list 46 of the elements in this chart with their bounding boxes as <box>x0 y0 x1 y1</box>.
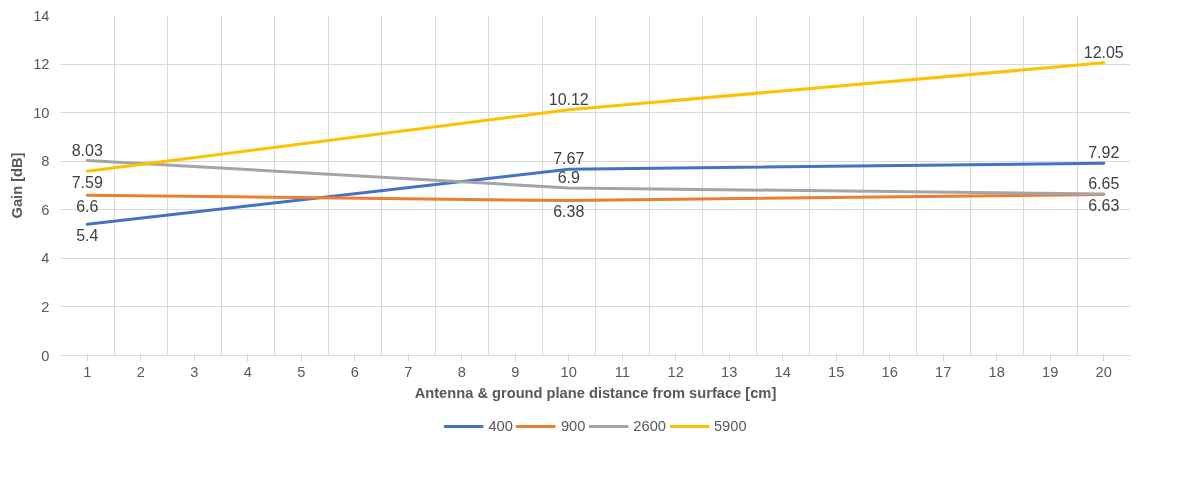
x-tick-label: 4 <box>243 363 252 380</box>
x-tick-label: 1 <box>83 363 92 380</box>
data-label: 6.63 <box>1088 197 1120 215</box>
data-label: 10.12 <box>548 90 589 108</box>
x-tick-label: 3 <box>190 363 199 380</box>
y-tick-label: 14 <box>33 7 50 24</box>
x-tick-label: 7 <box>404 363 413 380</box>
legend-label: 2600 <box>633 417 666 434</box>
y-tick-label: 12 <box>33 56 50 73</box>
data-label: 8.03 <box>71 141 103 159</box>
legend-label: 400 <box>488 417 513 434</box>
data-label: 6.65 <box>1088 175 1120 193</box>
legend-label: 5900 <box>713 417 747 434</box>
data-label: 7.59 <box>71 174 103 192</box>
legend-label: 900 <box>560 417 586 434</box>
data-label: 6.6 <box>76 198 99 216</box>
x-tick-label: 20 <box>1095 363 1112 380</box>
data-label: 5.4 <box>76 227 99 245</box>
y-tick-label: 6 <box>41 201 50 218</box>
x-tick-label: 18 <box>988 363 1005 380</box>
y-tick-label: 10 <box>33 104 50 121</box>
x-tick-label: 9 <box>511 363 520 380</box>
x-tick-label: 14 <box>774 363 791 380</box>
x-tick-label: 6 <box>350 363 359 380</box>
y-tick-label: 2 <box>41 298 50 315</box>
y-axis-title: Gain [dB] <box>9 152 26 219</box>
x-tick-label: 15 <box>828 363 845 380</box>
data-label: 7.67 <box>553 150 585 168</box>
x-tick-label: 16 <box>881 363 898 380</box>
y-tick-label: 0 <box>41 347 50 364</box>
x-tick-label: 2 <box>136 363 145 380</box>
x-tick-label: 19 <box>1042 363 1059 380</box>
x-tick-label: 11 <box>614 363 630 380</box>
x-tick-label: 8 <box>457 363 466 380</box>
x-tick-label: 17 <box>935 363 952 380</box>
data-label: 6.9 <box>557 169 580 186</box>
x-tick-label: 10 <box>560 363 577 380</box>
y-tick-label: 8 <box>41 153 50 170</box>
x-tick-label: 5 <box>297 363 306 380</box>
x-tick-label: 12 <box>667 363 684 380</box>
x-tick-label: 13 <box>721 363 738 380</box>
data-label: 7.92 <box>1088 144 1120 162</box>
y-tick-label: 4 <box>41 250 50 267</box>
data-label: 12.05 <box>1083 43 1124 61</box>
data-label: 6.38 <box>553 203 585 221</box>
x-axis-title: Antenna & ground plane distance from surface [cm] <box>414 384 777 401</box>
